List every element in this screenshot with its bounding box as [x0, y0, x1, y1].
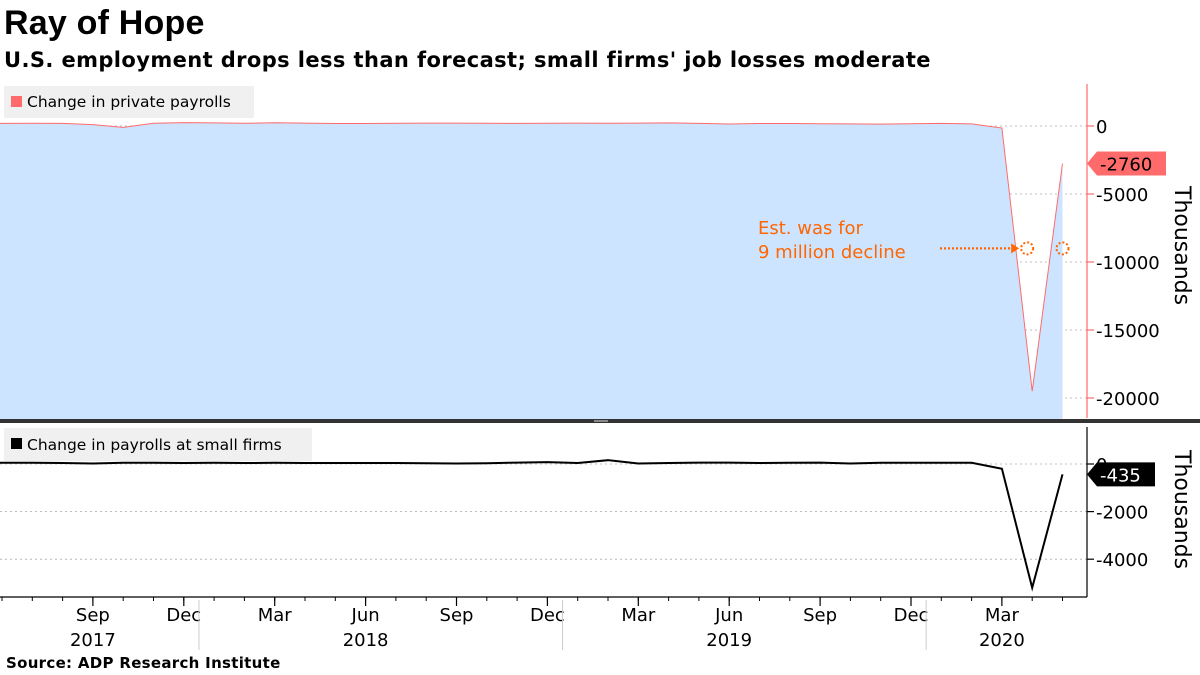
top-y-tick-label: -20000 [1096, 389, 1160, 410]
x-tick-label: Sep [76, 605, 110, 626]
chart-title: Ray of Hope [4, 4, 205, 42]
bottom-legend-swatch [11, 438, 22, 449]
x-tick-label: Dec [166, 605, 201, 626]
x-tick-label: Mar [621, 605, 656, 626]
top-y-tick-label: -5000 [1096, 185, 1148, 206]
x-axis-ticks: Sep Dec Mar Jun Sep Dec Mar Jun Sep Dec Mar 2017 201… [1, 597, 1063, 651]
estimate-annotation: Est. was for 9 million decline [758, 218, 1070, 263]
bottom-last-value-bg [1087, 462, 1155, 487]
bottom-last-value-label: -435 [1087, 462, 1155, 487]
top-last-value-label: -2760 [1087, 151, 1166, 176]
top-panel: 0 -5000 -10000 -15000 -20000 Change in priva… [0, 84, 1194, 423]
top-y-tick-label: 0 [1096, 117, 1107, 138]
top-gridlines [0, 125, 1087, 399]
x-tick-label: Jun [714, 605, 743, 626]
top-legend-box [4, 86, 254, 118]
x-year-label: 2020 [979, 630, 1025, 651]
bottom-y-tick-label: 0 [1096, 455, 1107, 476]
bottom-last-value-text: -435 [1100, 465, 1141, 486]
top-legend-label: Change in private payrolls [27, 93, 231, 111]
x-tick-label: Mar [258, 605, 293, 626]
private-payrolls-line [0, 122, 1063, 392]
x-tick-label: Sep [803, 605, 837, 626]
bottom-y-ticks: 0 -2000 -4000 [1087, 455, 1148, 571]
estimate-marker-2 [1055, 241, 1070, 256]
x-year-label: 2018 [343, 630, 389, 651]
x-tick-label: Sep [440, 605, 474, 626]
private-payrolls-area [0, 122, 1063, 423]
x-axis: Sep Dec Mar Jun Sep Dec Mar Jun Sep Dec Mar 2017 201… [0, 596, 1087, 651]
top-legend-swatch [11, 96, 22, 107]
top-legend: Change in private payrolls [4, 86, 254, 118]
chart-subtitle: U.S. employment drops less than forecast… [4, 48, 931, 72]
x-tick-label: Mar [985, 605, 1020, 626]
estimate-marker-1 [1020, 241, 1035, 256]
bottom-legend-label: Change in payrolls at small firms [27, 436, 282, 454]
top-y-tick-label: -10000 [1096, 253, 1160, 274]
top-y-ticks: 0 -5000 -10000 -15000 -20000 [1087, 117, 1160, 410]
top-last-value-bg [1087, 151, 1166, 176]
source-note: Source: ADP Research Institute [6, 654, 281, 672]
x-tick-label: Dec [894, 605, 929, 626]
top-y-axis-title: Thousands [1169, 185, 1194, 305]
bottom-y-axis-title: Thousands [1169, 449, 1194, 569]
annotation-line1: Est. was for [758, 218, 863, 239]
top-y-tick-label: -15000 [1096, 321, 1160, 342]
top-last-value-text: -2760 [1100, 155, 1152, 176]
annotation-arrowhead [1011, 243, 1020, 254]
small-firms-line [0, 459, 1064, 592]
annotation-line2: 9 million decline [758, 242, 906, 263]
bottom-panel: 0 -2000 -4000 Change in payrolls at small … [0, 427, 1194, 597]
x-year-label: 2019 [706, 630, 752, 651]
bottom-y-tick-label: -4000 [1096, 550, 1148, 571]
panel-divider [0, 419, 1200, 423]
bottom-gridlines [0, 463, 1087, 560]
x-tick-label: Dec [530, 605, 565, 626]
x-tick-label: Jun [351, 605, 380, 626]
panel-divider-grip [594, 420, 608, 422]
x-year-label: 2017 [70, 630, 116, 651]
bottom-y-tick-label: -2000 [1096, 503, 1148, 524]
bottom-legend-box [4, 428, 312, 461]
bottom-legend: Change in payrolls at small firms [4, 428, 312, 461]
